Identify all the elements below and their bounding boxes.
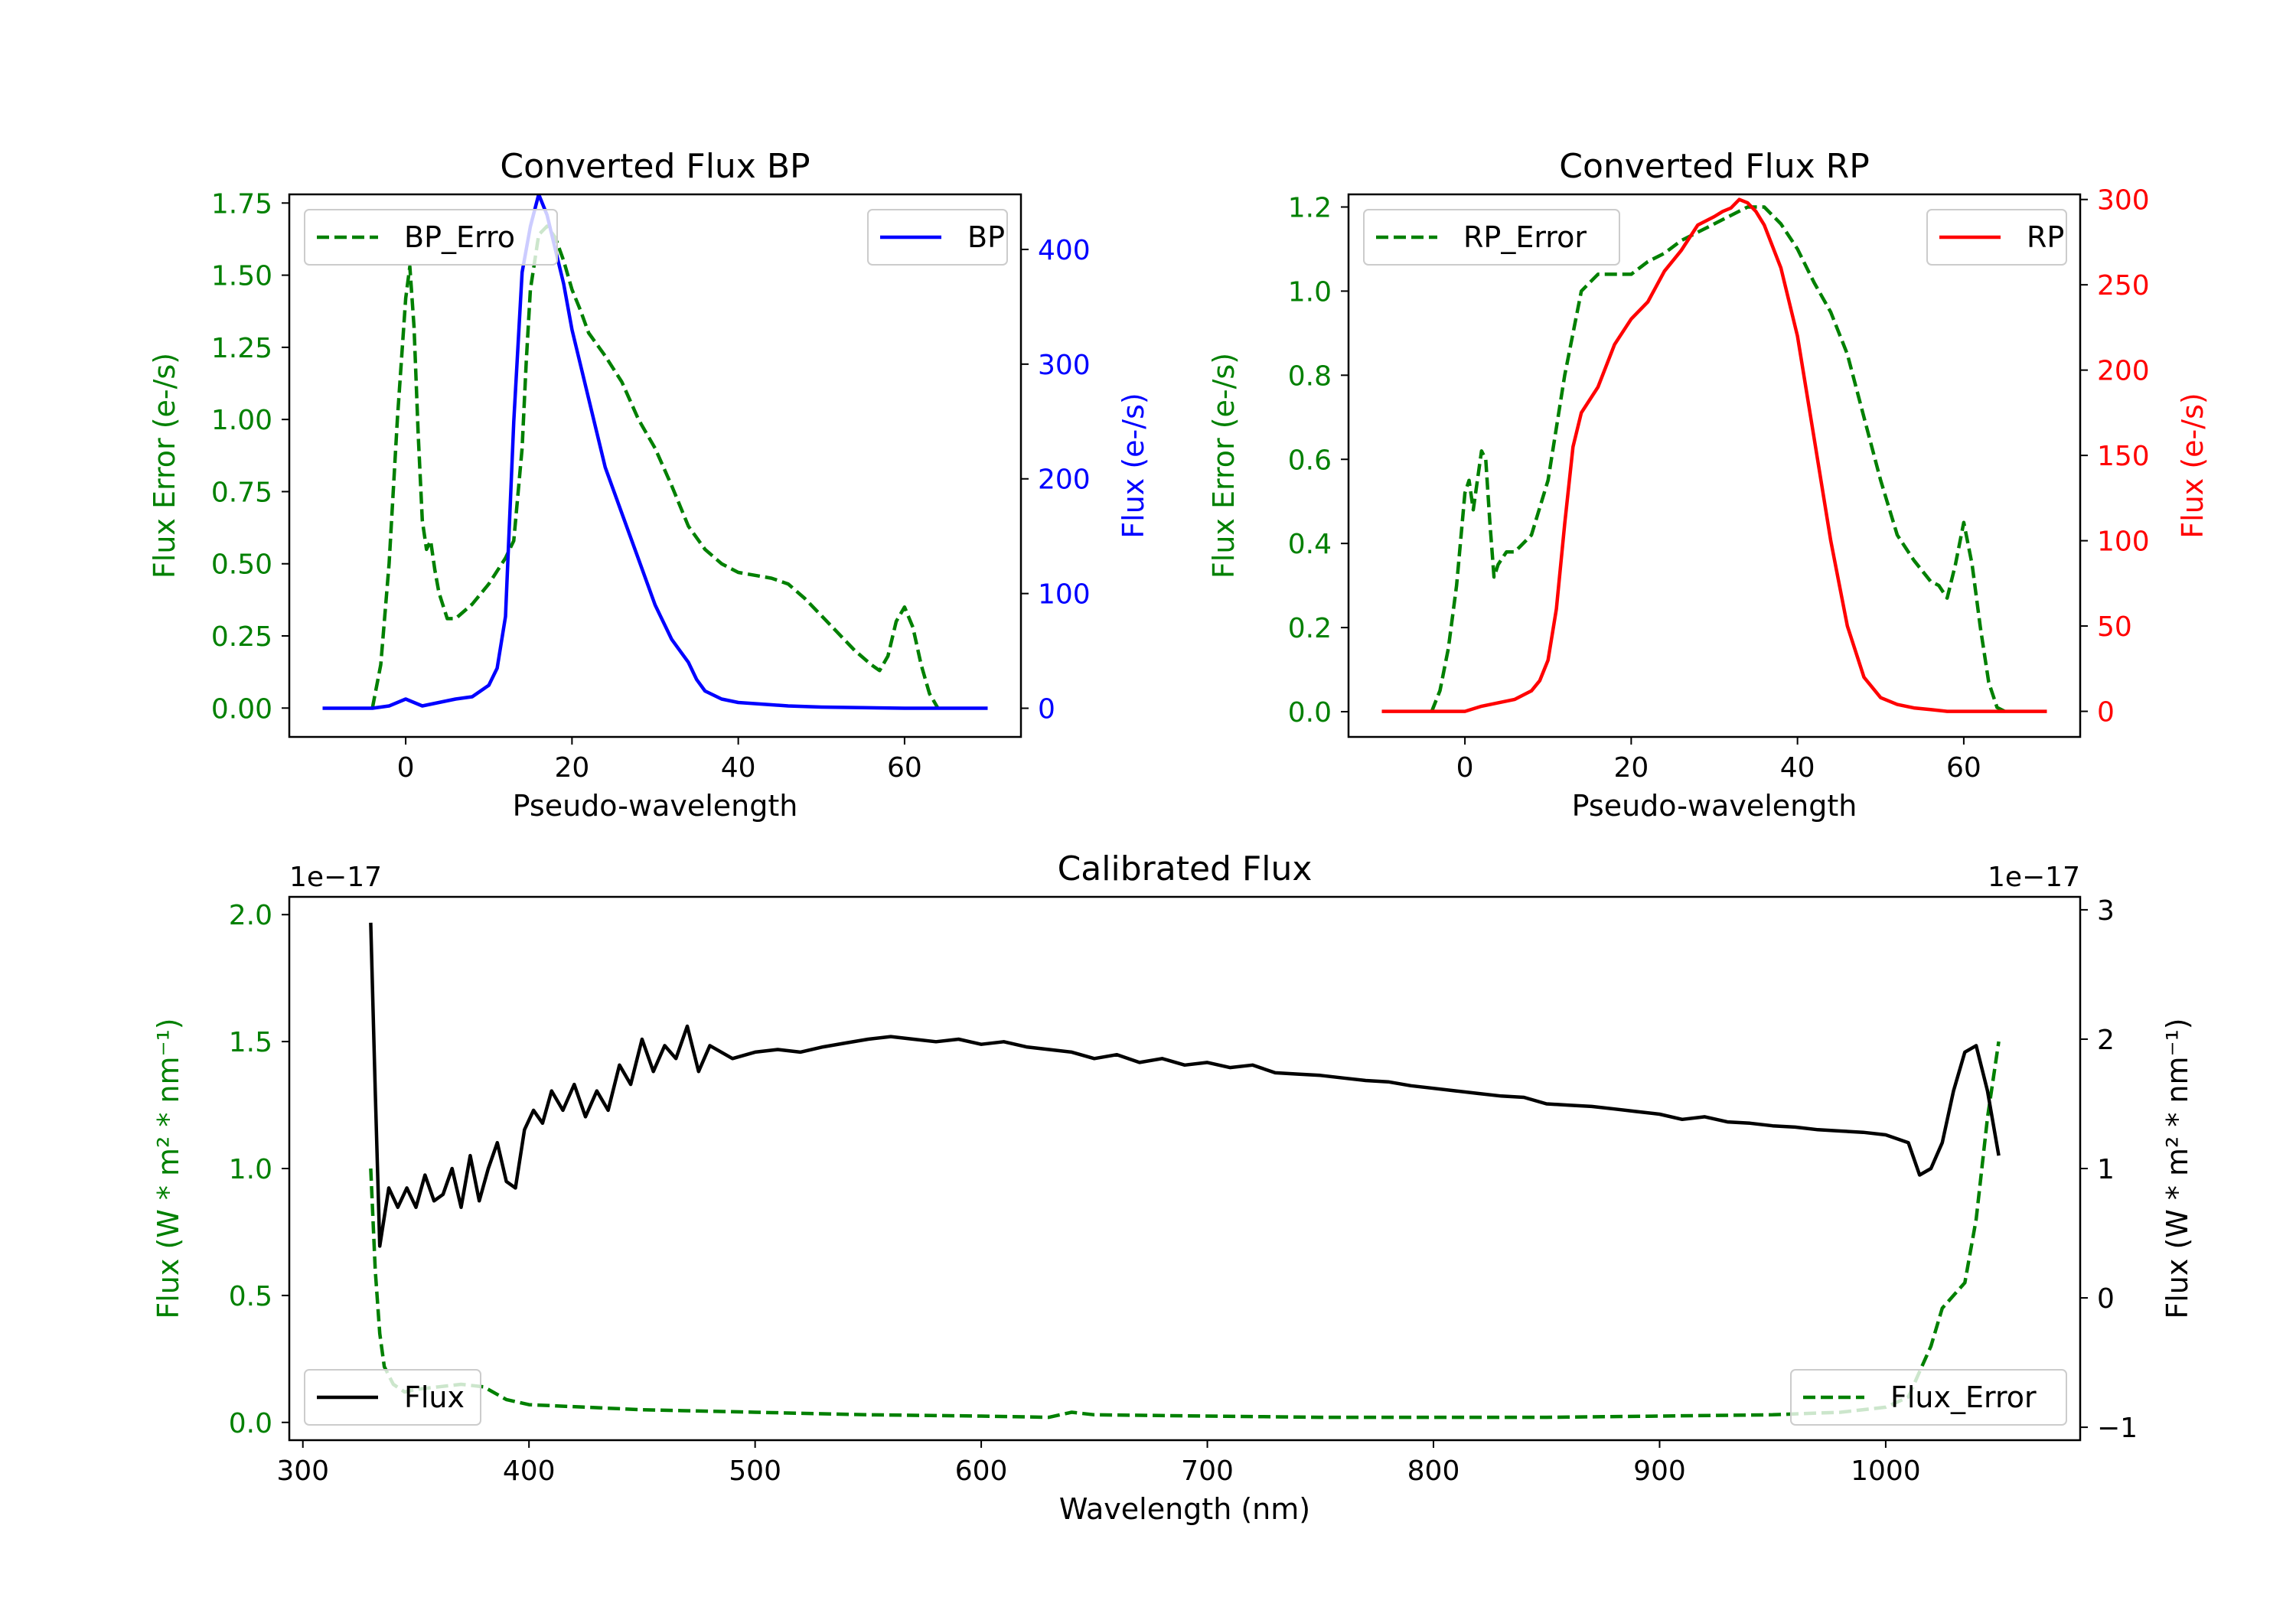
legend-error: Flux_Error: [1790, 1369, 2067, 1426]
y-left-tick-label: 0.25: [211, 621, 272, 653]
legend-label: BP_Erro: [404, 220, 515, 254]
y-left-axis-label: Flux Error (e-/s): [1207, 353, 1241, 579]
y-right-tick-label: 0: [2097, 697, 2115, 729]
y-right-tick-label: 3: [2097, 895, 2115, 927]
y-right-axis-label: Flux (e-/s): [2176, 393, 2210, 538]
legend-label: RP: [2027, 220, 2064, 254]
y-right-tick-label: 1: [2097, 1154, 2115, 1185]
y-left-tick-label: 1.00: [211, 405, 272, 436]
y-left-tick-label: 1.25: [211, 333, 272, 364]
y-right-tick-label: 200: [2097, 356, 2150, 387]
y-right-tick-label: 0: [2097, 1283, 2115, 1315]
x-tick-label: 300: [276, 1455, 329, 1487]
y-left-tick-label: 0.0: [1288, 697, 1332, 729]
series-line-bp: [322, 194, 988, 710]
y-left-tick-label: 0.2: [1288, 613, 1332, 644]
legend-label: RP_Error: [1463, 220, 1587, 254]
x-tick-label: 0: [397, 752, 415, 784]
x-tick-label: 600: [955, 1455, 1008, 1487]
legend-box: [1790, 1369, 2067, 1426]
series-line-rp-error: [1430, 205, 2007, 714]
chart-title: Calibrated Flux: [1058, 849, 1313, 888]
x-tick-label: 60: [887, 752, 922, 784]
panel-3: 300 400 500 600 700 800 900 1000 0.0 0.5 1.0 1.5 2.0…: [152, 849, 2194, 1526]
x-tick-label: 700: [1181, 1455, 1234, 1487]
y-right-tick-label: 250: [2097, 270, 2150, 302]
legend-error: RP_Error: [1363, 209, 1620, 266]
y-right-tick-label: 50: [2097, 611, 2132, 643]
legend-box: [304, 209, 558, 266]
x-tick-label: 400: [503, 1455, 556, 1487]
y-left-axis-label: Flux (W * m² * nm⁻¹): [152, 1018, 185, 1319]
y-left-tick-label: 1.2: [1288, 192, 1332, 223]
y-left-tick-label: 1.0: [229, 1154, 272, 1185]
x-tick-label: 900: [1633, 1455, 1686, 1487]
y-right-tick-label: 300: [1038, 350, 1091, 381]
y-left-tick-label: 0.50: [211, 549, 272, 581]
y-right-tick-label: 200: [1038, 464, 1091, 496]
legend-error: BP_Erro: [304, 209, 558, 266]
x-tick-label: 40: [721, 752, 756, 784]
y-right-tick-label: 400: [1038, 235, 1091, 266]
x-tick-label: 0: [1456, 752, 1474, 784]
legend-label: Flux: [404, 1380, 465, 1414]
legend-box: [304, 1369, 481, 1426]
series-line-bp-error: [370, 224, 940, 709]
y-left-tick-label: 0.75: [211, 477, 272, 508]
x-axis-label: Pseudo-wavelength: [1572, 789, 1857, 823]
legend-flux: Flux: [304, 1369, 481, 1426]
x-axis-label: Wavelength (nm): [1059, 1492, 1310, 1526]
y-right-tick-label: 150: [2097, 441, 2150, 472]
y-left-tick-label: 2.0: [229, 900, 272, 931]
y-right-tick-label: 0: [1038, 694, 1055, 725]
y-right-tick-label: −1: [2097, 1413, 2138, 1444]
chart-title: Converted Flux RP: [1559, 147, 1870, 186]
axes-frame: [288, 193, 1022, 738]
y-left-tick-label: 0.6: [1288, 445, 1332, 476]
x-tick-label: 20: [1613, 752, 1649, 784]
y-right-tick-label: 300: [2097, 185, 2150, 217]
x-tick-label: 20: [554, 752, 589, 784]
legend-flux: BP: [867, 209, 1008, 266]
y-left-tick-label: 0.00: [211, 693, 272, 725]
y-left-offset-text: 1e−17: [289, 862, 382, 893]
y-left-tick-label: 0.8: [1288, 360, 1332, 392]
legend-box: [1363, 209, 1620, 266]
x-tick-label: 500: [729, 1455, 781, 1487]
y-left-tick-label: 1.50: [211, 261, 272, 292]
y-right-axis-label: Flux (W * m² * nm⁻¹): [2161, 1018, 2194, 1319]
series-line-flux-error: [369, 1041, 2001, 1420]
y-left-tick-label: 0.4: [1288, 529, 1332, 560]
y-left-tick-label: 1.5: [229, 1027, 272, 1058]
chart-title: Converted Flux BP: [500, 147, 810, 186]
x-tick-label: 800: [1407, 1455, 1460, 1487]
legend-label: BP: [967, 220, 1005, 254]
series-line-flux: [369, 922, 2001, 1248]
x-tick-label: 1000: [1851, 1455, 1921, 1487]
legend-flux: RP: [1926, 209, 2067, 266]
y-right-offset-text: 1e−17: [1988, 862, 2080, 893]
series-line-rp: [1381, 197, 2047, 713]
y-left-tick-label: 1.0: [1288, 276, 1332, 308]
y-left-tick-label: 0.0: [229, 1408, 272, 1439]
y-right-tick-label: 100: [2097, 526, 2150, 558]
x-axis-label: Pseudo-wavelength: [513, 789, 798, 823]
y-right-tick-label: 100: [1038, 579, 1091, 611]
legend-label: Flux_Error: [1890, 1380, 2037, 1414]
x-tick-label: 40: [1780, 752, 1815, 784]
panel-1: 0 20 40 60 0.00 0.25 0.50 0.75 1.00 1.25 1.50 1.75 0…: [148, 147, 1150, 823]
y-left-tick-label: 0.5: [229, 1281, 272, 1312]
y-left-tick-label: 1.75: [211, 188, 272, 220]
y-left-axis-label: Flux Error (e-/s): [148, 353, 181, 579]
panel-2: 0 20 40 60 0.0 0.2 0.4 0.6 0.8 1.0 1.2 0 50 100 150 200…: [1207, 147, 2210, 823]
axes-frame: [1347, 193, 2082, 738]
y-right-axis-label: Flux (e-/s): [1117, 393, 1150, 538]
x-tick-label: 60: [1946, 752, 1981, 784]
y-right-tick-label: 2: [2097, 1025, 2115, 1056]
